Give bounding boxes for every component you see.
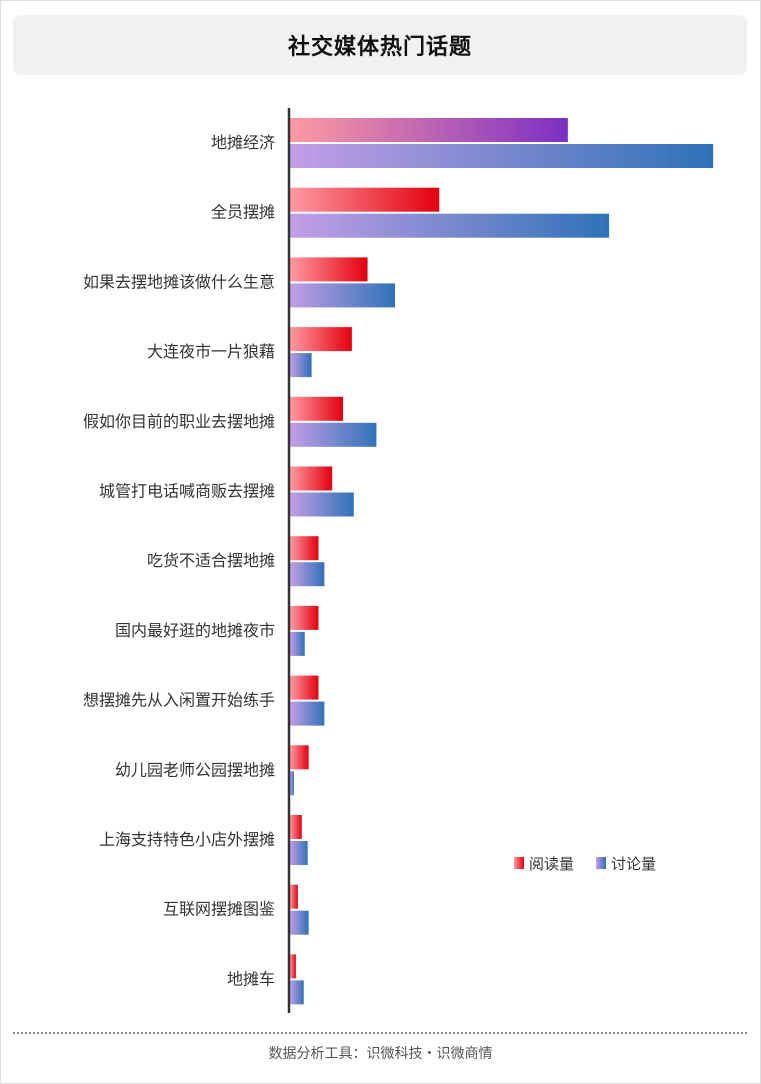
bar-read-item-7 bbox=[290, 605, 319, 630]
legend-swatch-read bbox=[514, 857, 524, 869]
category-label: 上海支持特色小店外摆摊 bbox=[99, 830, 275, 849]
bar-discuss-item-11 bbox=[290, 910, 309, 935]
bar-discuss-item-9 bbox=[290, 771, 294, 796]
bar-discuss-item-10 bbox=[290, 841, 308, 865]
legend-swatch-discuss bbox=[596, 857, 606, 869]
bar-discuss-item-12 bbox=[290, 980, 304, 1005]
bar-read-item-11 bbox=[290, 884, 298, 909]
bar-read-item-3 bbox=[290, 327, 352, 352]
title-box: 社交媒体热门话题 bbox=[13, 15, 747, 75]
bar-read-item-4 bbox=[290, 396, 344, 421]
category-label: 大连夜市一片狼藉 bbox=[147, 342, 275, 361]
category-label: 地摊经济 bbox=[211, 133, 275, 152]
footer-source: 数据分析工具：识微科技・识微商情 bbox=[268, 1046, 493, 1062]
category-label: 吃货不适合摆地摊 bbox=[147, 551, 275, 570]
bar-discuss-item-4 bbox=[290, 422, 377, 447]
bar-read-item-0 bbox=[290, 118, 568, 142]
category-label: 幼儿园老师公园摆地摊 bbox=[115, 760, 275, 779]
bar-read-item-12 bbox=[290, 954, 296, 979]
chart-title: 社交媒体热门话题 bbox=[287, 35, 472, 60]
category-label: 如果去摆地摊该做什么生意 bbox=[83, 272, 275, 291]
bar-read-item-1 bbox=[290, 187, 440, 212]
category-label: 互联网摆摊图鉴 bbox=[163, 900, 275, 919]
category-label: 城管打电话喊商贩去摆摊 bbox=[99, 482, 275, 501]
bar-read-item-2 bbox=[290, 257, 368, 282]
footer-divider bbox=[13, 1032, 747, 1034]
bar-discuss-item-0 bbox=[290, 144, 714, 168]
bar-read-item-6 bbox=[290, 536, 319, 561]
category-label: 国内最好逛的地摊夜市 bbox=[115, 621, 275, 640]
category-label: 全员摆摊 bbox=[211, 203, 275, 222]
bar-read-item-8 bbox=[290, 675, 319, 700]
bar-discuss-item-7 bbox=[290, 631, 305, 656]
category-label: 想摆摊先从入闲置开始练手 bbox=[83, 691, 275, 710]
bar-discuss-item-2 bbox=[290, 283, 396, 308]
bar-read-item-9 bbox=[290, 745, 309, 770]
category-label: 地摊车 bbox=[227, 969, 275, 988]
bar-discuss-item-3 bbox=[290, 353, 312, 378]
legend-label-discuss: 讨论量 bbox=[611, 855, 656, 873]
legend-label-read: 阅读量 bbox=[529, 855, 574, 873]
bar-discuss-item-6 bbox=[290, 562, 325, 587]
bar-discuss-item-8 bbox=[290, 701, 325, 726]
bar-read-item-5 bbox=[290, 466, 333, 491]
bar-discuss-item-1 bbox=[290, 213, 610, 238]
bar-read-item-10 bbox=[290, 815, 302, 839]
bar-discuss-item-5 bbox=[290, 492, 354, 517]
category-label: 假如你目前的职业去摆地摊 bbox=[83, 412, 275, 431]
